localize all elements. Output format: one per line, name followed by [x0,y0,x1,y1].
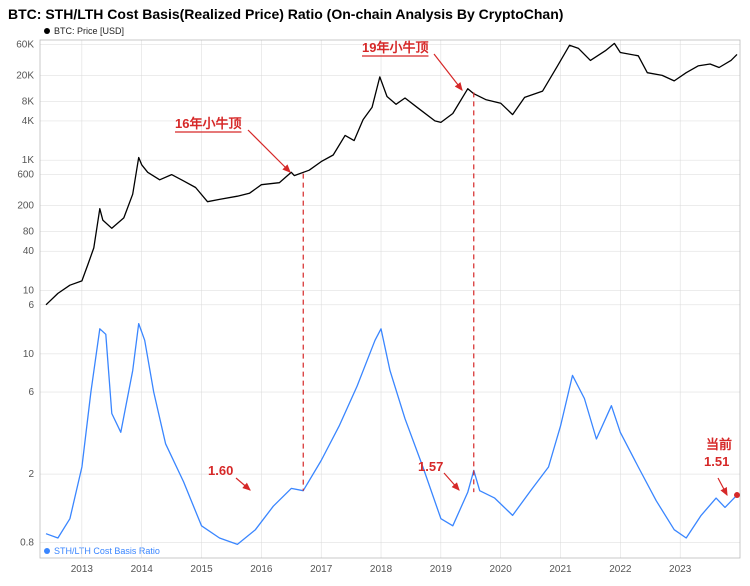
svg-text:16年小牛顶: 16年小牛顶 [175,116,241,131]
svg-text:19年小牛顶: 19年小牛顶 [362,40,428,55]
svg-text:2015: 2015 [190,564,213,575]
svg-text:2020: 2020 [490,564,513,575]
chart-container: BTC: STH/LTH Cost Basis(Realized Price) … [0,0,750,586]
svg-text:1.51: 1.51 [704,454,729,469]
svg-text:2016: 2016 [250,564,273,575]
svg-text:1K: 1K [22,155,35,166]
svg-text:6: 6 [28,300,34,311]
svg-text:0.8: 0.8 [20,537,34,548]
svg-text:10: 10 [23,285,35,296]
svg-text:当前: 当前 [706,437,732,452]
svg-text:200: 200 [17,201,34,212]
svg-text:2023: 2023 [669,564,692,575]
svg-text:20K: 20K [16,70,34,81]
svg-text:40: 40 [23,246,35,257]
svg-text:4K: 4K [22,116,35,127]
chart-svg: 2013 2014 2015 2016 2017 2018 2019 2020 2021 2022… [0,0,750,586]
svg-text:6: 6 [28,387,34,398]
svg-text:2014: 2014 [131,564,154,575]
svg-text:80: 80 [23,227,35,238]
svg-text:2013: 2013 [71,564,94,575]
svg-text:2021: 2021 [549,564,572,575]
svg-text:1.60: 1.60 [208,463,233,478]
svg-text:8K: 8K [22,96,35,107]
svg-text:10: 10 [23,349,35,360]
svg-text:60K: 60K [16,39,34,50]
svg-text:2017: 2017 [310,564,333,575]
svg-text:2018: 2018 [370,564,393,575]
svg-text:2022: 2022 [609,564,632,575]
svg-text:600: 600 [17,170,34,181]
svg-text:1.57: 1.57 [418,459,443,474]
svg-text:2019: 2019 [430,564,453,575]
svg-text:2: 2 [28,469,34,480]
